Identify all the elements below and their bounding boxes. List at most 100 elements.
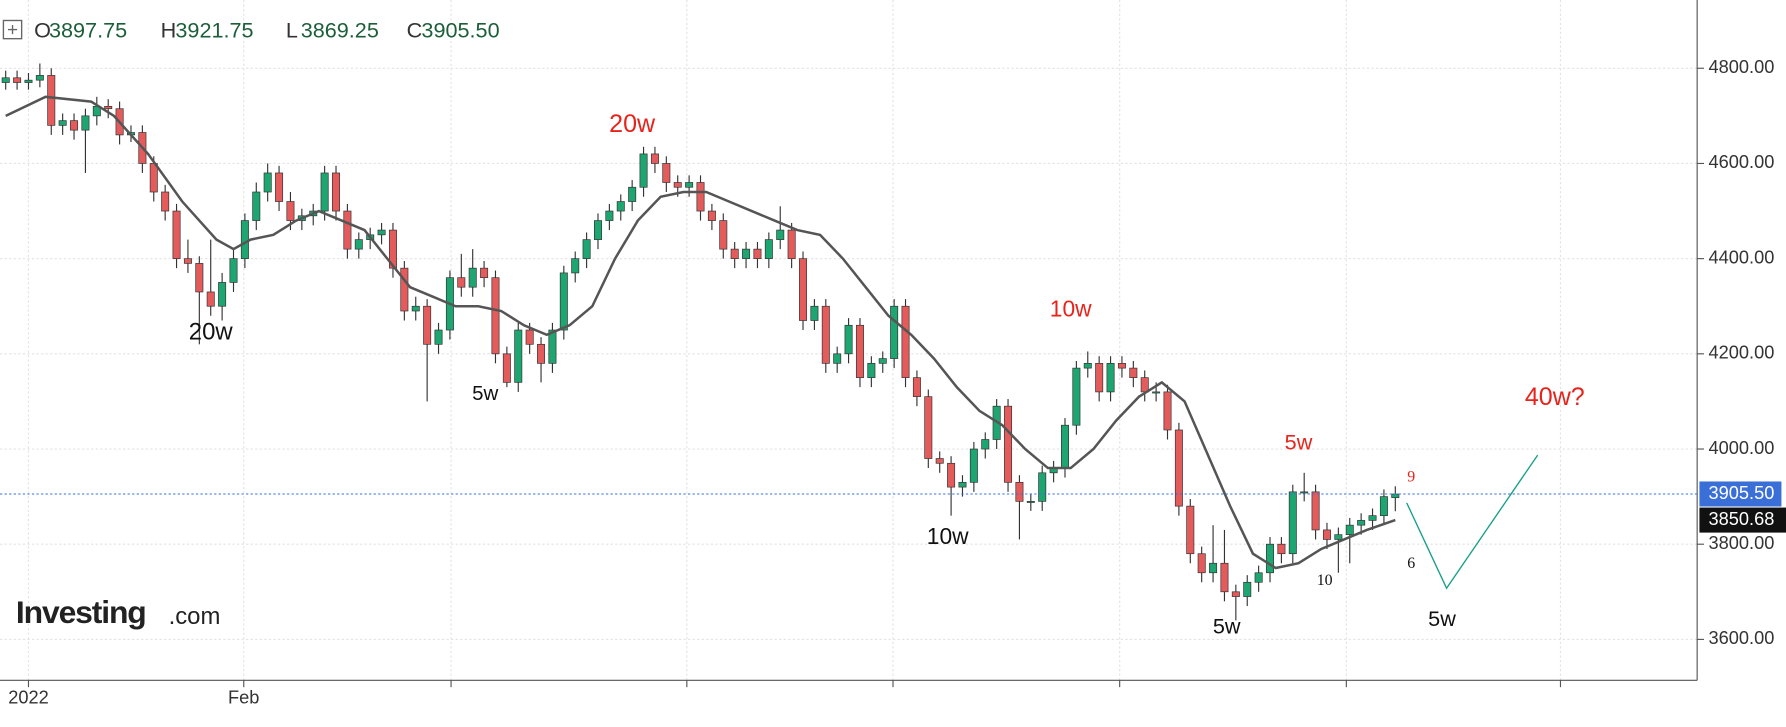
- candle-body: [582, 239, 591, 259]
- candle-body: [240, 220, 249, 259]
- candle-body: [1186, 505, 1195, 555]
- candle-body: [1026, 501, 1035, 503]
- y-tick-label: 4000.00: [1709, 438, 1775, 458]
- candle-body: [263, 172, 272, 193]
- candle-body: [161, 191, 170, 212]
- annotation: 5w: [1285, 429, 1313, 454]
- candle-body: [912, 377, 921, 398]
- candle-body: [855, 324, 864, 378]
- candle-body: [502, 353, 511, 383]
- last-price-box: [1699, 481, 1782, 507]
- candle-body: [491, 277, 500, 355]
- candle-body: [480, 267, 489, 279]
- candle-body: [183, 258, 192, 264]
- candle-body: [343, 210, 352, 250]
- y-tick-label: 4800.00: [1709, 57, 1775, 77]
- candle-body: [833, 353, 842, 364]
- candle-body: [719, 220, 728, 250]
- candle-body: [1129, 367, 1138, 378]
- candle-body: [24, 79, 33, 83]
- annotation: 9: [1407, 469, 1415, 486]
- candle-body: [787, 229, 796, 259]
- candle-body: [1357, 520, 1366, 526]
- ohlc-value: 3897.75: [49, 18, 127, 43]
- candle-body: [218, 282, 227, 307]
- candle-body: [650, 153, 659, 164]
- candle-body: [639, 153, 648, 188]
- candle-body: [571, 258, 580, 274]
- candle-body: [1140, 377, 1149, 393]
- ohlc-value: 3869.25: [301, 18, 379, 43]
- candle-body: [1, 77, 10, 83]
- candle-body: [1106, 363, 1115, 393]
- y-tick-label: 3800.00: [1709, 533, 1775, 553]
- moving-average: [5, 95, 1396, 570]
- candle-body: [969, 448, 978, 483]
- annotation: 10w: [927, 523, 969, 549]
- candle-body: [1322, 529, 1331, 540]
- candle-body: [1117, 363, 1126, 369]
- candle-body: [1220, 562, 1229, 593]
- candle-body: [320, 172, 329, 212]
- candle-body: [867, 363, 876, 378]
- candle-body: [468, 267, 477, 288]
- candle-body: [628, 186, 637, 202]
- grid: [0, 0, 1698, 681]
- annotation: 5w: [1213, 614, 1241, 639]
- candle-body: [935, 458, 944, 464]
- annotation: 6: [1407, 555, 1415, 572]
- annotation: 20w: [189, 319, 234, 346]
- candle-body: [195, 263, 204, 293]
- ohlc-label: H: [161, 18, 177, 43]
- candle-body: [673, 182, 682, 188]
- y-tick-label: 4600.00: [1709, 152, 1775, 172]
- candle-body: [1379, 496, 1388, 516]
- candle-body: [548, 329, 557, 364]
- candle-body: [662, 163, 671, 183]
- candle-body: [400, 267, 409, 312]
- candle-body: [1243, 581, 1252, 597]
- candle-body: [354, 239, 363, 250]
- candle-body: [742, 248, 751, 259]
- y-tick-label: 3600.00: [1709, 628, 1775, 648]
- candle-body: [1300, 491, 1309, 494]
- candle-body: [411, 305, 420, 312]
- candle-body: [1015, 481, 1024, 502]
- ohlc-value: 3921.75: [175, 18, 253, 43]
- candle-body: [1072, 367, 1081, 426]
- x-tick-label: Feb: [228, 687, 259, 707]
- candle-body: [47, 75, 56, 126]
- candle-body: [1231, 591, 1240, 597]
- candle-body: [1277, 543, 1286, 555]
- candle-body: [799, 258, 808, 321]
- annotation: 40w?: [1525, 383, 1585, 411]
- expand-icon[interactable]: [2, 19, 23, 40]
- candle-body: [1391, 493, 1400, 499]
- candle-body: [559, 272, 568, 331]
- annotation: 20w: [609, 110, 656, 138]
- ma-price-label: 3850.68: [1709, 509, 1775, 529]
- candle-body: [252, 191, 261, 221]
- candle-body: [605, 210, 614, 221]
- candle-body: [13, 77, 22, 83]
- ohlc-label: L: [286, 18, 298, 43]
- ma-price-box: [1699, 507, 1786, 533]
- candle-body: [776, 229, 785, 240]
- candle-body: [81, 115, 90, 131]
- annotation: 5w: [472, 382, 498, 405]
- candle-body: [890, 305, 899, 359]
- candle-body: [70, 120, 79, 131]
- candle-body: [206, 291, 215, 307]
- annotation: 10: [1317, 572, 1333, 589]
- candle-body: [377, 229, 386, 236]
- candle-body: [844, 324, 853, 355]
- candle-body: [1004, 405, 1013, 483]
- candle-body: [1083, 363, 1092, 369]
- ohlc-label: C: [407, 18, 423, 43]
- annotation: 5w: [1428, 606, 1456, 631]
- candle-body: [1197, 553, 1206, 574]
- candle-body: [537, 343, 546, 364]
- candle-body: [1152, 391, 1161, 394]
- y-tick-label: 4400.00: [1709, 247, 1775, 267]
